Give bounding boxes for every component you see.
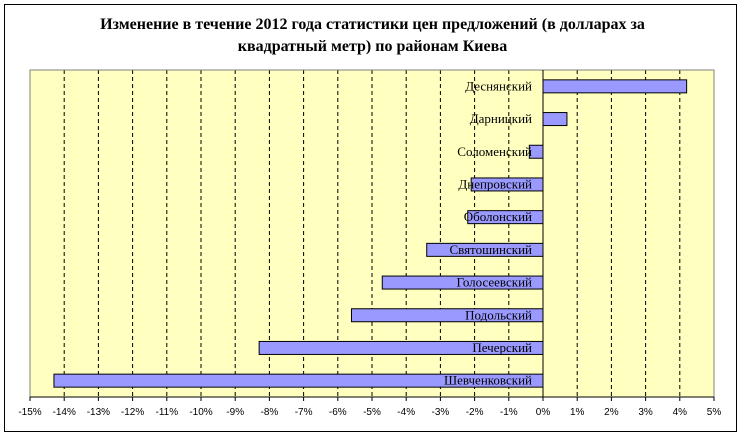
- x-tick-label: 2%: [604, 407, 619, 418]
- x-tick-label: 0%: [536, 407, 551, 418]
- x-tick-label: -3%: [432, 407, 450, 418]
- x-tick-label: 5%: [707, 407, 722, 418]
- x-tick-label: -1%: [500, 407, 518, 418]
- category-label: Печерский: [472, 340, 532, 355]
- category-label: Голосеевский: [456, 275, 532, 290]
- category-label: Деснянский: [465, 78, 532, 93]
- bar: [542, 112, 568, 127]
- category-label: Днепровский: [458, 176, 532, 191]
- category-label: Святошинский: [449, 242, 532, 257]
- chart-title-line-2: квадратный метр) по районам Киева: [237, 38, 508, 55]
- x-tick-label: -14%: [53, 407, 76, 418]
- category-label: Шевченковский: [444, 373, 532, 388]
- x-tick-label: -9%: [226, 407, 244, 418]
- x-tick-label: -5%: [363, 407, 381, 418]
- x-tick-label: -8%: [261, 407, 279, 418]
- category-label: Подольский: [465, 307, 532, 322]
- x-axis: -15% -14% -13% -12% -11% -10% -9% -8% -7% -6% -5% -…: [18, 70, 721, 418]
- bars: [53, 79, 688, 388]
- x-tick-label: -10%: [189, 407, 212, 418]
- x-tick-label: 4%: [673, 407, 688, 418]
- x-tick-label: 3%: [638, 407, 653, 418]
- x-tick-label: -11%: [155, 407, 178, 418]
- category-label: Соломенский: [457, 144, 532, 159]
- x-tick-label: -15%: [18, 407, 41, 418]
- chart-title: Изменение в течение 2012 года статистики…: [0, 14, 745, 58]
- x-tick-label: -6%: [329, 407, 347, 418]
- x-tick-label: -7%: [295, 407, 313, 418]
- x-tick-label: -12%: [121, 407, 144, 418]
- x-tick-label: -4%: [397, 407, 415, 418]
- x-tick-label: 1%: [570, 407, 585, 418]
- category-label: Дарницкий: [470, 111, 532, 126]
- category-labels: Деснянский Дарницкий Соломенский Днепровски…: [444, 78, 532, 387]
- x-tick-label: -2%: [466, 407, 484, 418]
- bar: [542, 79, 688, 94]
- chart-title-line-1: Изменение в течение 2012 года статистики…: [100, 16, 645, 33]
- category-label: Оболонский: [464, 209, 532, 224]
- x-tick-label: -13%: [87, 407, 110, 418]
